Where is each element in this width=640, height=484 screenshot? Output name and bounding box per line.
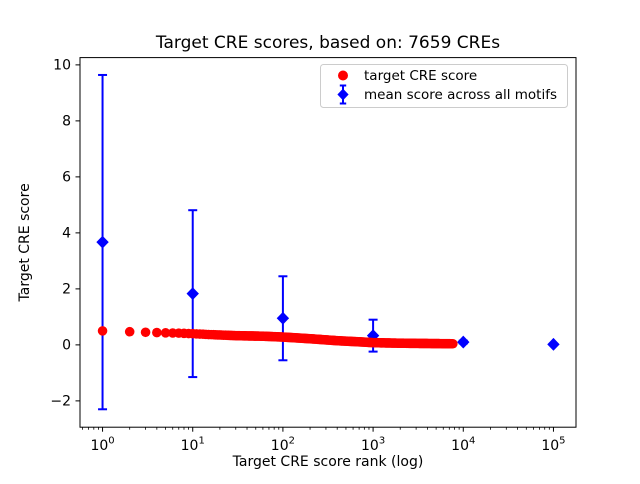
chart-title: Target CRE scores, based on: 7659 CREs — [155, 33, 500, 53]
x-axis-label: Target CRE score rank (log) — [232, 454, 424, 470]
x-tick-label: 100 — [90, 436, 114, 455]
y-tick-label: 4 — [62, 225, 71, 241]
legend: target CRE score mean score across all m… — [320, 64, 568, 108]
x-tick-label: 101 — [181, 436, 205, 455]
y-tick-label: −2 — [50, 393, 71, 409]
x-axis-ticks: 100 101 102 103 104 105 — [82, 427, 566, 455]
y-tick-label: 2 — [62, 281, 71, 297]
legend-circle-glyph — [338, 70, 348, 81]
target-score-point — [140, 327, 151, 338]
y-tick-label: 8 — [62, 113, 71, 129]
mean-score-diamond — [96, 235, 109, 249]
target-score-series — [97, 326, 458, 349]
y-tick-label: 6 — [62, 169, 71, 185]
x-tick-label: 105 — [541, 436, 565, 455]
target-score-point — [124, 326, 135, 337]
y-axis-ticks: −2 0 2 4 6 8 10 — [50, 57, 80, 409]
target-score-point — [160, 328, 171, 338]
axes-spines — [79, 57, 577, 428]
target-score-point — [97, 326, 108, 336]
legend-diamond-glyph — [337, 88, 349, 101]
y-tick-label: 0 — [62, 337, 71, 353]
plot-border — [79, 57, 577, 428]
mean-score-diamond — [457, 335, 470, 349]
legend-entry-mean-score: mean score across all motifs — [364, 87, 557, 103]
target-score-point — [152, 327, 162, 338]
x-tick-label: 102 — [271, 436, 295, 455]
x-tick-label: 103 — [361, 436, 385, 455]
y-tick-label: 10 — [53, 57, 71, 73]
target-score-point — [448, 338, 458, 349]
legend-box — [320, 64, 568, 108]
x-tick-label: 104 — [451, 436, 475, 455]
legend-marker-circle-icon — [338, 70, 348, 81]
mean-score-series — [96, 73, 560, 411]
y-axis-label: Target CRE score — [17, 183, 33, 302]
mean-score-diamond — [186, 287, 199, 301]
mean-score-diamond — [547, 337, 560, 351]
legend-entry-target-cre-score: target CRE score — [364, 68, 477, 84]
mean-score-diamond — [276, 311, 290, 325]
legend-marker-diamond-errorbar-icon — [337, 84, 349, 105]
